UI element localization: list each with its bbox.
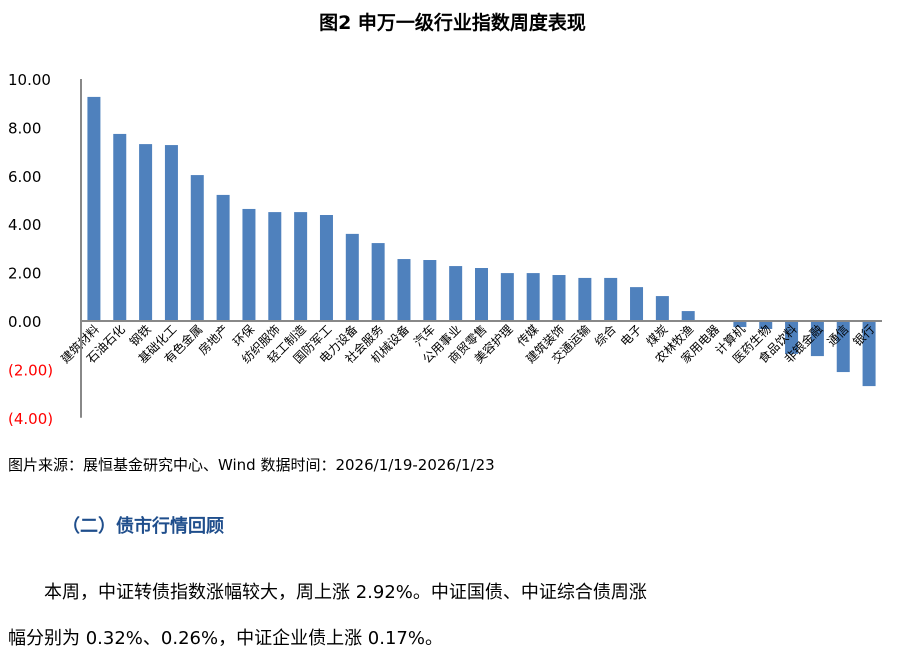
- bar: [604, 277, 618, 321]
- chart-source: 图片来源：展恒基金研究中心、Wind 数据时间：2026/1/19-2026/1…: [8, 456, 495, 474]
- bar: [423, 260, 437, 321]
- x-tick-label: 房地产: [195, 322, 231, 358]
- chart-title: 图2 申万一级行业指数周度表现: [319, 12, 586, 34]
- bar: [139, 144, 153, 321]
- bar: [113, 133, 127, 321]
- y-tick-label: 0.00: [8, 313, 41, 331]
- bar: [164, 145, 178, 321]
- x-tick-label: 综合: [591, 322, 619, 350]
- bar: [733, 321, 747, 328]
- paragraph-line-2: 幅分别为 0.32%、0.26%，中证企业债上涨 0.17%。: [8, 628, 443, 649]
- y-tick-label: (2.00): [8, 361, 53, 379]
- y-tick-label: 6.00: [8, 168, 41, 186]
- bar: [862, 321, 876, 387]
- bar: [242, 208, 256, 321]
- bar: [190, 175, 204, 321]
- bar: [785, 321, 799, 354]
- y-tick-label: 4.00: [8, 216, 41, 234]
- bar: [526, 273, 540, 321]
- section-heading: （二）债市行情回顾: [62, 516, 224, 537]
- bar: [578, 277, 592, 321]
- bar: [319, 215, 333, 321]
- bar: [681, 311, 695, 321]
- y-tick-label: (4.00): [8, 410, 53, 428]
- bar: [552, 275, 566, 321]
- bar: [449, 266, 463, 321]
- bar: [294, 212, 308, 321]
- bar: [630, 287, 644, 321]
- y-tick-label: 10.00: [8, 71, 51, 89]
- bar: [87, 96, 101, 321]
- bar: [475, 268, 488, 321]
- y-tick-label: 8.00: [8, 119, 41, 137]
- bar: [836, 321, 850, 373]
- bar-chart: 建筑材料石油石化钢铁基础化工有色金属房地产环保纺织服饰轻工制造国防军工电力设备社…: [8, 71, 882, 428]
- bar: [268, 212, 282, 321]
- bar: [500, 273, 514, 321]
- bar: [397, 259, 411, 321]
- bar: [345, 233, 359, 321]
- bar: [371, 243, 385, 321]
- bar: [759, 321, 773, 329]
- bar: [810, 321, 824, 357]
- bar: [216, 194, 230, 321]
- y-tick-label: 2.00: [8, 265, 41, 283]
- x-tick-label: 电子: [618, 322, 645, 349]
- paragraph-line-1: 本周，中证转债指数涨幅较大，周上涨 2.92%。中证国债、中证综合债周涨: [8, 582, 647, 603]
- bar: [655, 296, 669, 321]
